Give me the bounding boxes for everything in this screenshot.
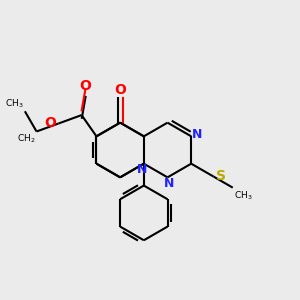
Text: N: N [164, 177, 174, 190]
Text: N: N [137, 163, 148, 176]
Text: O: O [44, 116, 56, 130]
Text: CH$_3$: CH$_3$ [5, 98, 23, 110]
Text: O: O [114, 83, 126, 98]
Text: O: O [80, 80, 92, 93]
Text: CH$_3$: CH$_3$ [234, 189, 253, 202]
Text: CH$_2$: CH$_2$ [16, 133, 35, 146]
Text: S: S [216, 169, 226, 183]
Text: N: N [192, 128, 203, 141]
